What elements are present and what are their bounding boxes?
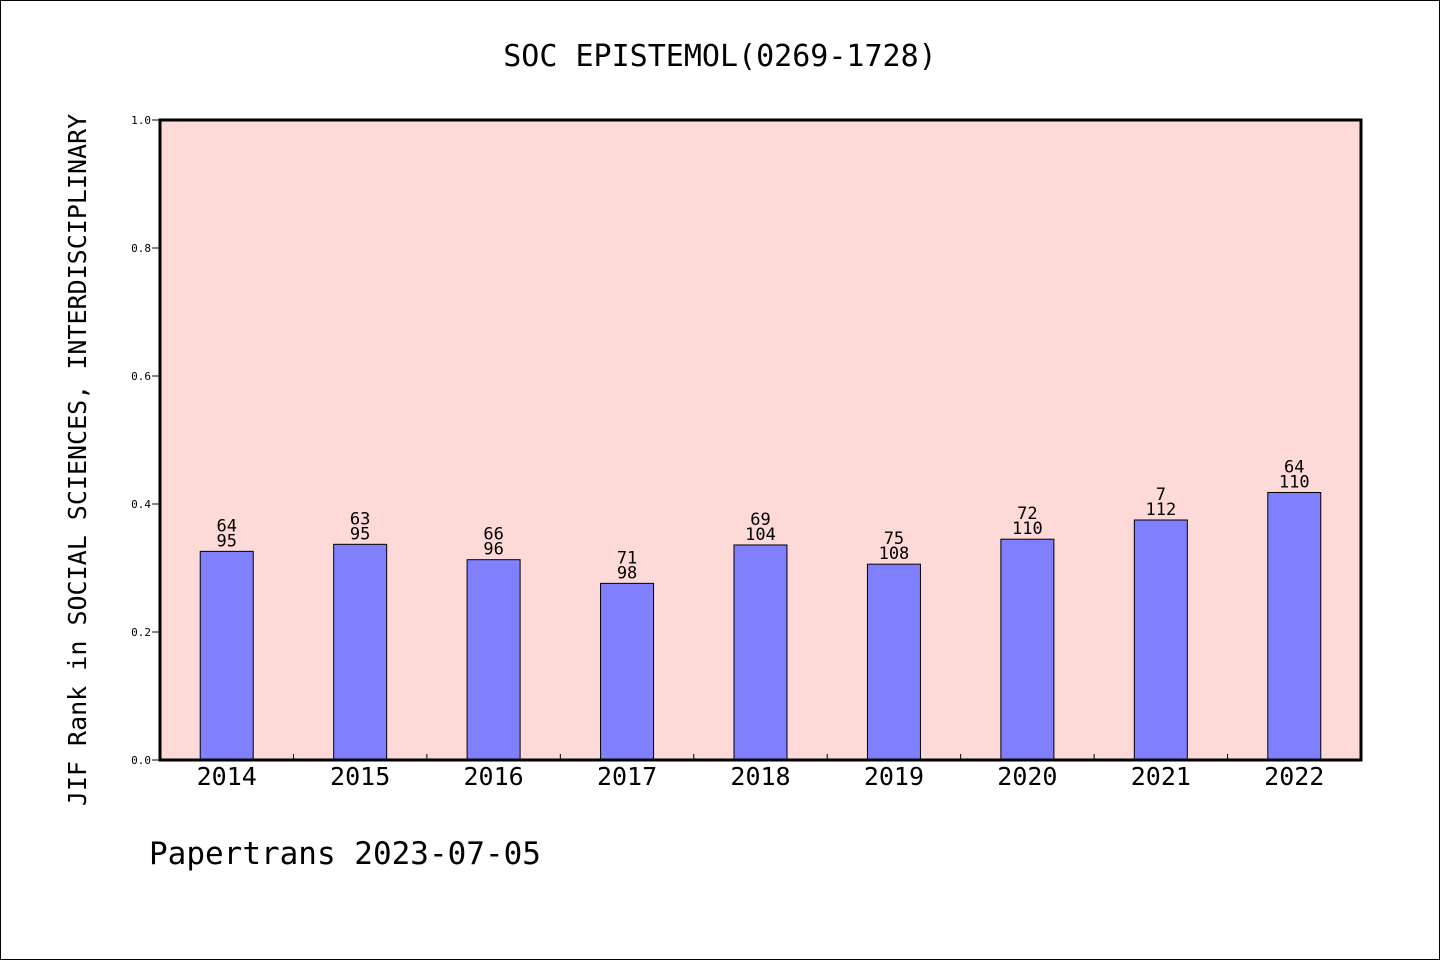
y-axis-label: JIF Rank in SOCIAL SCIENCES, INTERDISCIP… bbox=[63, 114, 92, 806]
plot-border bbox=[158, 118, 1363, 762]
bar bbox=[866, 563, 921, 761]
bar bbox=[733, 544, 788, 761]
x-axis: 2014 2015 2016 2017 2018 2019 2020 2021 2022 bbox=[197, 754, 1324, 791]
bar-rank-label: 7 bbox=[1156, 485, 1166, 505]
x-tick-label: 2017 bbox=[597, 762, 657, 791]
bar-rank-label: 63 bbox=[350, 509, 370, 529]
bar bbox=[1000, 538, 1055, 761]
bar bbox=[333, 543, 388, 761]
x-tick-label: 2016 bbox=[464, 762, 524, 791]
x-tick-label: 2021 bbox=[1131, 762, 1191, 791]
bar-rank-label: 64 bbox=[216, 516, 236, 536]
x-tick-label: 2020 bbox=[997, 762, 1057, 791]
y-tick-label: 0.4 bbox=[131, 498, 151, 511]
bar bbox=[466, 559, 521, 761]
chart-title: SOC EPISTEMOL(0269-1728) bbox=[503, 39, 936, 74]
x-tick-label: 2015 bbox=[330, 762, 390, 791]
bar-rank-label: 69 bbox=[750, 510, 770, 530]
bar-total-label: 98 bbox=[617, 563, 637, 583]
bar-total-label: 108 bbox=[879, 544, 910, 564]
bar-total-label: 112 bbox=[1145, 500, 1176, 520]
y-tick-label: 1.0 bbox=[131, 114, 151, 127]
footer-text: Papertrans 2023-07-05 bbox=[149, 836, 541, 872]
bar-total-label: 110 bbox=[1012, 519, 1043, 539]
bar bbox=[1133, 519, 1188, 761]
y-tick-label: 0.2 bbox=[131, 626, 151, 639]
bar-rank-label: 75 bbox=[884, 529, 904, 549]
bar-rank-label: 66 bbox=[483, 525, 503, 545]
bar bbox=[600, 582, 655, 761]
bar-total-label: 95 bbox=[216, 531, 236, 551]
bar-total-label: 95 bbox=[350, 524, 370, 544]
bar-total-label: 110 bbox=[1279, 472, 1310, 492]
bar-total-label: 104 bbox=[745, 525, 776, 545]
bar bbox=[199, 550, 254, 761]
y-tick-label: 0.6 bbox=[131, 370, 151, 383]
y-axis: 0.0 0.2 0.4 0.6 0.8 1.0 bbox=[131, 114, 160, 767]
y-tick-label: 0.0 bbox=[131, 754, 151, 767]
bar-rank-label: 64 bbox=[1284, 457, 1304, 477]
bar-total-label: 96 bbox=[483, 540, 503, 560]
x-tick-label: 2018 bbox=[730, 762, 790, 791]
bar bbox=[1267, 491, 1322, 761]
x-tick-label: 2022 bbox=[1264, 762, 1324, 791]
bar-rank-label: 72 bbox=[1017, 504, 1037, 524]
y-tick-label: 0.8 bbox=[131, 242, 151, 255]
x-tick-label: 2019 bbox=[864, 762, 924, 791]
x-tick-label: 2014 bbox=[197, 762, 257, 791]
bar-rank-label: 71 bbox=[617, 548, 637, 568]
